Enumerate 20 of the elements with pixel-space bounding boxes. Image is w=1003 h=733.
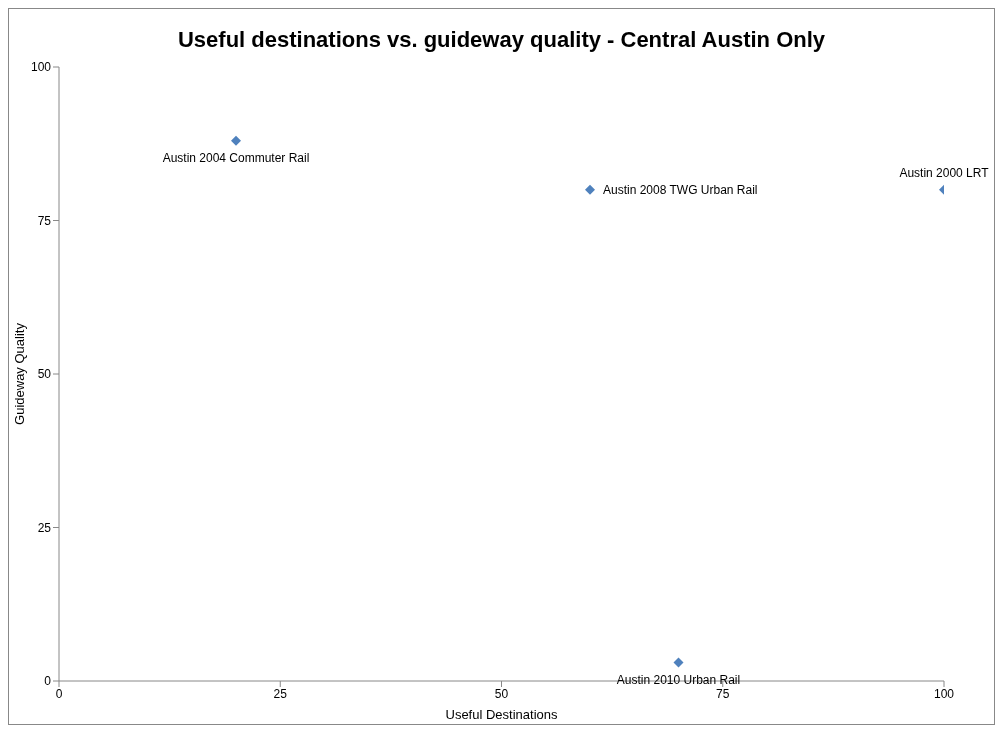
annotation: Austin 2000 LRT [899, 165, 990, 180]
annotation: Austin 2004 Commuter Rail [162, 151, 310, 166]
y-tick-label: 75 [37, 213, 52, 228]
y-tick-label: 0 [44, 674, 52, 689]
annotation: Austin 2010 Urban Rail [616, 673, 741, 688]
x-tick-label: 0 [55, 686, 63, 701]
x-tick-label: 75 [716, 686, 730, 701]
y-tick-label: 25 [37, 520, 52, 535]
x-tick-label: 50 [494, 686, 509, 701]
point [673, 657, 684, 668]
y-tick-label: 100 [30, 60, 52, 75]
y-axis-title: Guideway Quality [11, 322, 27, 425]
x-tick-label: 25 [273, 686, 288, 701]
x-tick-label: 100 [933, 686, 955, 701]
point [585, 184, 595, 195]
chart-title: Useful destinations vs. guideway quality - Central Austin Only [176, 27, 827, 53]
y-tick-label: 50 [37, 367, 52, 382]
x-axis-title: Useful Destinations [445, 707, 558, 722]
point [231, 135, 241, 146]
annotation: Austin 2008 TWG Urban Rail [603, 183, 758, 198]
